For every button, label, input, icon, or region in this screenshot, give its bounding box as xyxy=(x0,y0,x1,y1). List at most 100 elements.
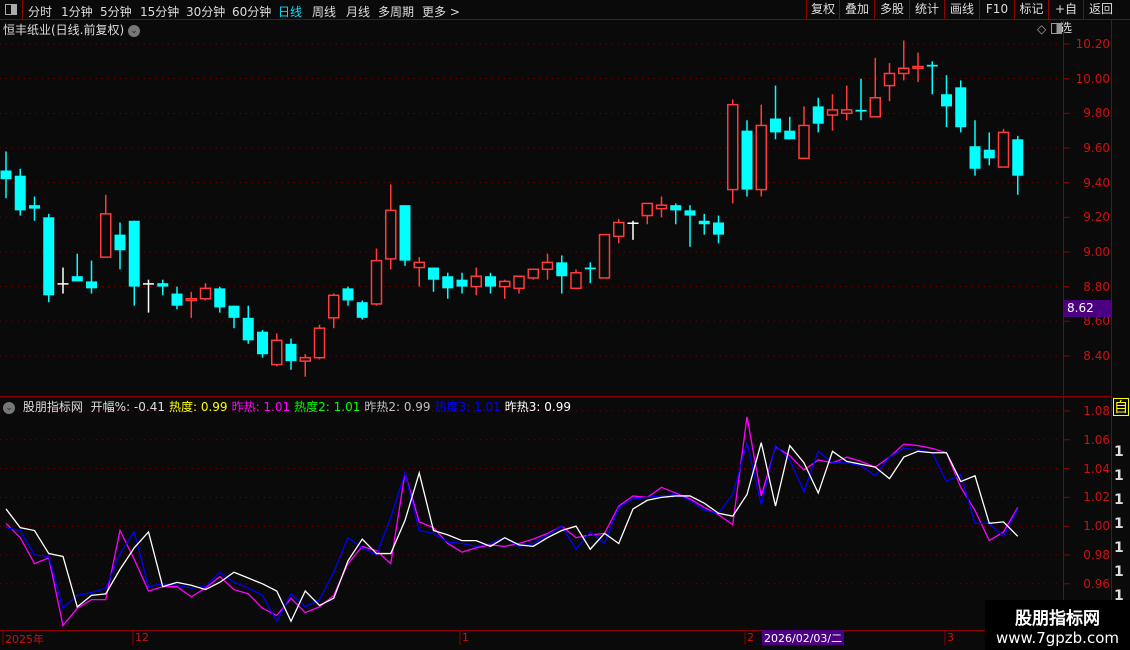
pane-divider[interactable] xyxy=(0,396,1112,397)
tab-0[interactable]: 分时 xyxy=(28,5,53,19)
candle[interactable] xyxy=(741,120,753,197)
indicator-name[interactable]: 股朋指标网 xyxy=(22,400,83,414)
candle[interactable] xyxy=(313,324,326,360)
candle[interactable] xyxy=(399,205,411,266)
candle[interactable] xyxy=(86,260,97,294)
candle[interactable] xyxy=(912,52,924,83)
candle[interactable] xyxy=(285,338,297,370)
tab-10[interactable]: 更多 > xyxy=(422,5,460,19)
candle[interactable] xyxy=(684,205,696,247)
candle[interactable] xyxy=(43,213,55,303)
candle[interactable] xyxy=(485,272,496,294)
candle[interactable] xyxy=(598,233,611,279)
candle[interactable] xyxy=(328,293,340,329)
candle[interactable] xyxy=(527,268,539,280)
candle[interactable] xyxy=(641,202,653,225)
diamond-icon[interactable]: ◇ xyxy=(1037,22,1047,36)
candle[interactable] xyxy=(128,220,140,306)
candle[interactable] xyxy=(727,99,739,204)
toolbar-button-8[interactable]: 返回 xyxy=(1083,0,1118,20)
candle[interactable] xyxy=(356,300,368,320)
candle[interactable] xyxy=(171,286,183,310)
candle[interactable] xyxy=(1012,135,1024,195)
candle[interactable] xyxy=(299,354,311,377)
layout-toggle-icon[interactable] xyxy=(0,0,23,20)
candle[interactable] xyxy=(613,219,625,244)
chevron-down-icon[interactable]: ⌄ xyxy=(3,401,15,414)
candle[interactable] xyxy=(556,255,568,294)
tab-8[interactable]: 月线 xyxy=(346,5,371,19)
toolbar-button-1[interactable]: 叠加 xyxy=(839,0,874,20)
right-side-panel[interactable]: 自 1111111 xyxy=(1112,20,1130,645)
candle[interactable] xyxy=(456,272,468,294)
candle[interactable] xyxy=(157,279,169,296)
candle[interactable] xyxy=(969,120,981,176)
candle[interactable] xyxy=(342,286,354,306)
candle[interactable] xyxy=(271,333,283,367)
candle[interactable] xyxy=(199,283,212,301)
candle[interactable] xyxy=(784,116,796,140)
candle[interactable] xyxy=(955,80,967,133)
candle[interactable] xyxy=(185,291,197,318)
candle[interactable] xyxy=(143,279,154,313)
candle[interactable] xyxy=(370,248,383,306)
candle[interactable] xyxy=(513,275,525,294)
tab-9[interactable]: 多周期 xyxy=(378,5,415,19)
candle[interactable] xyxy=(841,85,853,121)
candle[interactable] xyxy=(926,61,938,95)
toolbar-button-5[interactable]: F10 xyxy=(979,0,1014,20)
candle[interactable] xyxy=(812,97,824,133)
tab-5[interactable]: 60分钟 xyxy=(232,5,272,19)
candle[interactable] xyxy=(29,196,40,221)
tab-7[interactable]: 周线 xyxy=(312,5,337,19)
tab-1[interactable]: 1分钟 xyxy=(61,5,93,19)
candle[interactable] xyxy=(670,203,682,225)
tab-3[interactable]: 15分钟 xyxy=(140,5,180,19)
tab-2[interactable]: 5分钟 xyxy=(100,5,132,19)
candle[interactable] xyxy=(541,253,554,280)
toolbar-button-3[interactable]: 统计 xyxy=(909,0,944,20)
candle[interactable] xyxy=(584,262,596,284)
candle[interactable] xyxy=(798,106,810,160)
candle[interactable] xyxy=(442,272,454,299)
kline-chart[interactable] xyxy=(0,0,1112,645)
candle[interactable] xyxy=(655,196,668,218)
candle[interactable] xyxy=(983,132,995,166)
candle[interactable] xyxy=(114,222,126,270)
tab-6[interactable]: 日线 xyxy=(278,5,303,19)
toolbar-button-4[interactable]: 画线 xyxy=(944,0,979,20)
candle[interactable] xyxy=(997,128,1010,168)
candle[interactable] xyxy=(242,305,254,344)
candle[interactable] xyxy=(883,63,896,102)
candle[interactable] xyxy=(698,213,710,235)
candle[interactable] xyxy=(428,267,439,292)
tab-4[interactable]: 30分钟 xyxy=(186,5,226,19)
candle[interactable] xyxy=(713,215,724,244)
candle[interactable] xyxy=(499,279,511,299)
candle[interactable] xyxy=(100,194,112,258)
candle[interactable] xyxy=(826,94,839,131)
toolbar-button-0[interactable]: 复权 xyxy=(806,0,839,20)
toolbar-button-7[interactable]: +自选 xyxy=(1048,0,1083,35)
candle[interactable] xyxy=(941,75,952,128)
candle[interactable] xyxy=(57,267,69,294)
candle[interactable] xyxy=(14,168,26,216)
candle[interactable] xyxy=(385,184,397,270)
candle[interactable] xyxy=(214,286,226,313)
candle[interactable] xyxy=(228,305,240,329)
candle[interactable] xyxy=(855,78,867,121)
candle[interactable] xyxy=(755,104,767,197)
panel-toggle-icon[interactable] xyxy=(1051,23,1062,34)
chevron-down-icon[interactable]: ⌄ xyxy=(128,24,141,37)
candle[interactable] xyxy=(413,257,425,287)
candle[interactable] xyxy=(570,269,582,290)
candle[interactable] xyxy=(257,329,268,358)
candle[interactable] xyxy=(71,253,83,282)
candle[interactable] xyxy=(470,267,482,296)
toolbar-button-2[interactable]: 多股 xyxy=(874,0,909,20)
toolbar-button-6[interactable]: 标记 xyxy=(1014,0,1048,20)
candle[interactable] xyxy=(0,151,12,199)
candle[interactable] xyxy=(627,220,639,240)
candle[interactable] xyxy=(898,40,910,81)
candle[interactable] xyxy=(770,85,781,140)
